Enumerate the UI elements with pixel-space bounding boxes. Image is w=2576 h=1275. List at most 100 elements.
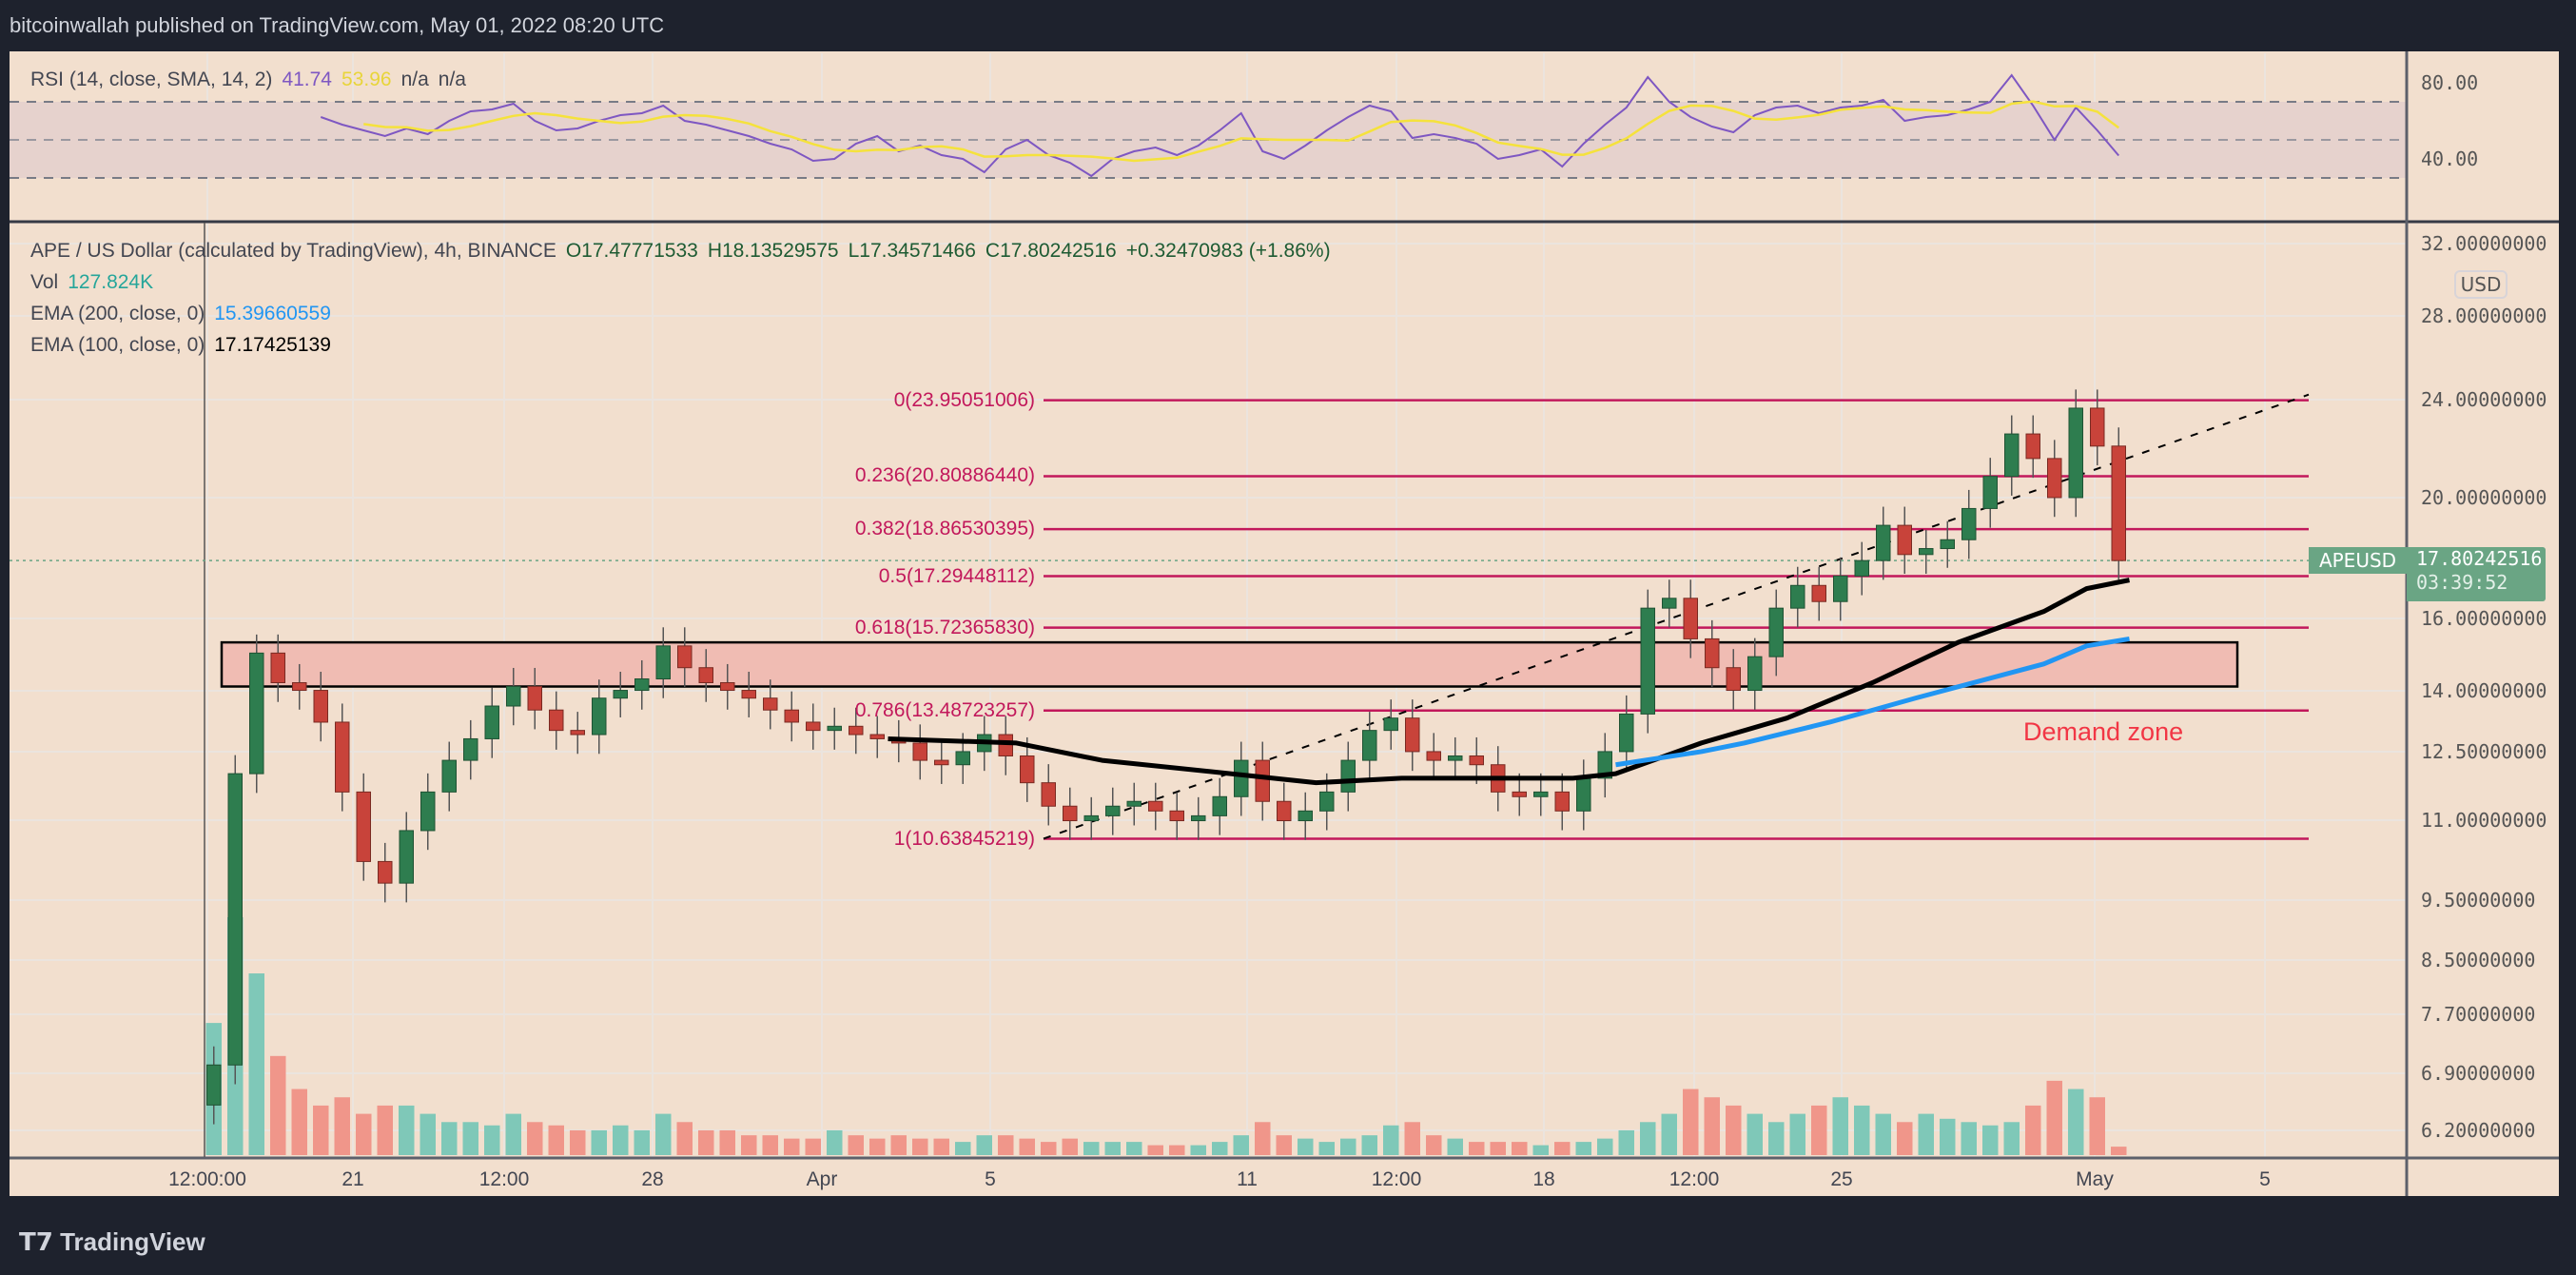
candle-body: [356, 791, 371, 862]
candle: [1726, 649, 1741, 710]
publisher-header: bitcoinwallah published on TradingView.c…: [10, 13, 665, 37]
volume-bar: [1361, 1135, 1377, 1155]
candle: [1148, 782, 1163, 831]
candle-body: [634, 678, 650, 692]
candle: [399, 812, 414, 903]
candle: [677, 627, 693, 687]
candle-body: [806, 721, 821, 732]
volume-bar: [1683, 1089, 1699, 1155]
volume-bar: [1961, 1122, 1977, 1155]
candle: [2111, 427, 2126, 580]
volume-bar: [441, 1122, 458, 1155]
candle: [763, 679, 778, 730]
rsi-na-2: n/a: [438, 69, 466, 90]
candle: [1619, 695, 1634, 772]
fib-level-label: 0.236(20.80886440): [854, 464, 1035, 487]
candle: [1576, 759, 1591, 831]
volume-bar: [1041, 1142, 1057, 1155]
candle: [1234, 741, 1249, 816]
volume-legend: Vol 127.824K: [30, 271, 163, 294]
price-axis-label: 6.90000000: [2421, 1062, 2536, 1085]
candle: [1169, 792, 1184, 840]
candle: [1854, 541, 1869, 596]
chart-panel: [10, 51, 2559, 1196]
time-axis-label: Apr: [806, 1168, 838, 1190]
ema100-line: [888, 578, 2130, 786]
candle: [1298, 792, 1313, 840]
volume-bar: [356, 1113, 372, 1155]
candle-body: [1919, 548, 1934, 556]
volume-bar: [1340, 1138, 1356, 1155]
price-axis-label: 20.00000000: [2421, 486, 2547, 509]
time-axis-label: May: [2076, 1168, 2114, 1190]
candle: [613, 672, 628, 717]
candle: [1191, 796, 1206, 840]
candle-body: [2025, 433, 2040, 460]
currency-badge[interactable]: USD: [2454, 270, 2508, 299]
candle-body: [484, 705, 499, 739]
candle: [484, 687, 499, 758]
candle: [934, 741, 949, 784]
volume-bar: [1469, 1142, 1485, 1155]
candle-body: [378, 860, 393, 884]
price-axis-label: 24.00000000: [2421, 388, 2547, 411]
volume-bar: [1768, 1122, 1785, 1155]
candle: [1041, 764, 1056, 826]
ema200-line: [1615, 636, 2130, 768]
candle-body: [570, 730, 585, 736]
candle-body: [1982, 476, 1998, 509]
candle-body: [1768, 607, 1784, 657]
candle: [1876, 506, 1891, 580]
candle-body: [335, 721, 350, 793]
candle: [378, 842, 393, 903]
high-value: H18.13529575: [707, 240, 839, 262]
volume-bar: [1318, 1142, 1335, 1155]
time-axis-label: 12:00: [1669, 1168, 1720, 1190]
volume-bar: [313, 1105, 329, 1155]
candle: [655, 627, 671, 698]
fib-level-label: 0.382(18.86530395): [854, 518, 1035, 540]
volume-bar: [1083, 1142, 1100, 1155]
candle-body: [1854, 559, 1869, 577]
volume-bar: [634, 1129, 650, 1155]
candle: [1597, 733, 1612, 798]
candle: [1063, 787, 1078, 840]
candle: [634, 659, 650, 710]
candle: [1683, 579, 1698, 658]
ema200-label: EMA (200, close, 0): [30, 303, 205, 324]
candle-body: [763, 697, 778, 711]
candle: [1554, 773, 1570, 831]
candle: [527, 667, 542, 730]
volume-bar: [399, 1105, 415, 1155]
candle-body: [698, 667, 713, 683]
volume-bar: [1426, 1135, 1442, 1155]
ema100-legend: EMA (100, close, 0) 17.17425139: [30, 334, 341, 357]
candle-body: [1426, 751, 1441, 761]
demand-zone-label: Demand zone: [2023, 717, 2184, 746]
candle: [1833, 557, 1848, 621]
candle: [227, 755, 243, 1085]
candle-body: [955, 751, 970, 766]
tradingview-logo[interactable]: 𝗧𝟳 TradingView: [19, 1227, 205, 1257]
candle: [1768, 589, 1784, 677]
price-axis-label: 28.00000000: [2421, 304, 2547, 327]
candle: [2004, 415, 2020, 496]
volume-bar: [1704, 1097, 1720, 1155]
candle-body: [2047, 458, 2062, 499]
low-value: L17.34571466: [848, 240, 976, 262]
price-axis-label: 8.50000000: [2421, 949, 2536, 971]
candle: [1662, 579, 1677, 628]
candle: [1961, 489, 1977, 559]
candle-body: [399, 830, 414, 884]
candle-body: [613, 690, 628, 699]
candle: [784, 691, 799, 742]
candle-body: [1362, 730, 1377, 761]
candle-body: [1940, 539, 1955, 550]
candle-body: [1897, 524, 1912, 556]
candle: [1426, 733, 1441, 780]
fib-level-label: 0(23.95051006): [893, 388, 1035, 411]
close-value: C17.80242516: [985, 240, 1117, 262]
fib-level-label: 1(10.63845219): [893, 827, 1035, 850]
ema200-legend: EMA (200, close, 0) 15.39660559: [30, 303, 341, 325]
